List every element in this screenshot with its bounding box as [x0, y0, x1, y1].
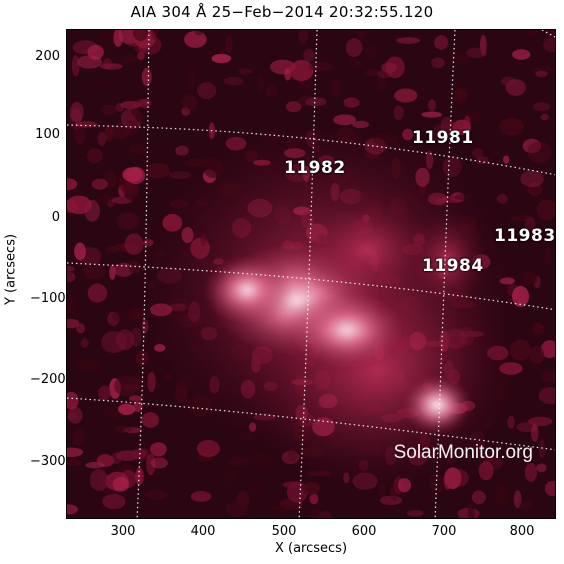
watermark: SolarMonitor.org	[393, 442, 533, 463]
y-tick-label: −300	[30, 454, 66, 469]
x-tick-label: 600	[351, 524, 377, 539]
solar-image-panel: 11981 11982 11983 11984 SolarMonitor.org	[66, 29, 556, 519]
x-tick-label: 400	[190, 524, 216, 539]
x-tick-label: 300	[110, 524, 136, 539]
x-tick-label: 500	[271, 524, 297, 539]
active-region-label: 11982	[284, 158, 346, 178]
x-tick-label: 700	[431, 524, 457, 539]
y-axis-label: Y (arcsecs)	[3, 233, 19, 306]
y-tick-label: 100	[35, 127, 60, 142]
y-tick-label: −100	[30, 291, 66, 306]
solar-image	[67, 30, 555, 518]
heliographic-grid	[67, 30, 555, 518]
figure-title: AIA 304 Å 25−Feb−2014 20:32:55.120	[130, 3, 434, 21]
x-axis-label: X (arcsecs)	[274, 541, 348, 556]
y-tick-label: 200	[35, 49, 60, 64]
active-region-label: 11983	[494, 226, 556, 246]
active-region-label: 11984	[422, 256, 484, 276]
y-tick-label: 0	[51, 210, 60, 225]
y-tick-label: −200	[30, 372, 66, 387]
x-tick-label: 800	[509, 524, 535, 539]
active-region-label: 11981	[412, 128, 474, 148]
